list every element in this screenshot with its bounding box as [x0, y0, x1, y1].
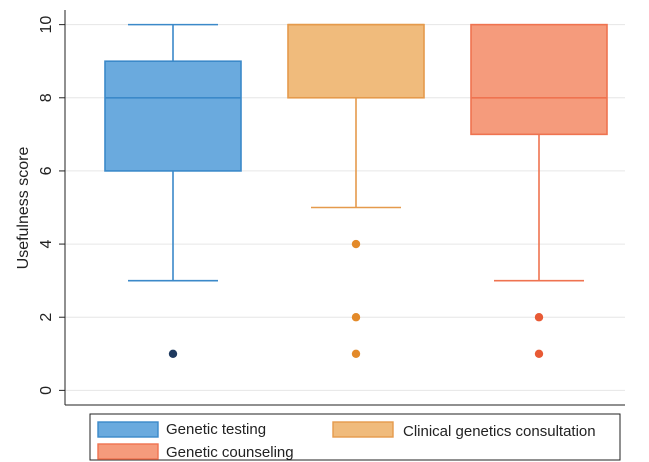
box-group	[287, 23, 425, 358]
y-tick-label: 10	[38, 16, 55, 34]
legend-swatch	[97, 443, 159, 460]
box	[287, 23, 425, 99]
box-group	[470, 23, 608, 358]
legend: Genetic testing Clinical genetics consult…	[89, 413, 621, 461]
y-tick-label: 4	[38, 240, 55, 249]
legend-label: Genetic testing	[166, 421, 266, 438]
box-plot-series	[104, 23, 608, 358]
legend-swatch	[97, 421, 159, 438]
y-tick-label: 0	[38, 386, 55, 395]
y-tick-label: 8	[38, 93, 55, 102]
outlier-point	[534, 349, 544, 358]
box-group	[104, 23, 242, 358]
axes: 0 2 4 6 8 10	[38, 10, 625, 406]
y-axis-title: Usefulness score	[15, 147, 32, 270]
outlier-point	[168, 349, 178, 358]
box	[470, 23, 608, 136]
legend-label: Clinical genetics consultation	[403, 423, 596, 440]
legend-swatch	[332, 421, 394, 438]
legend-label: Genetic counseling	[166, 444, 294, 461]
outlier-point	[534, 313, 544, 322]
y-tick-label: 2	[38, 313, 55, 322]
outlier-point	[351, 313, 361, 322]
y-tick-label: 6	[38, 166, 55, 175]
box	[104, 60, 242, 172]
outlier-point	[351, 239, 361, 249]
outlier-point	[351, 349, 361, 358]
